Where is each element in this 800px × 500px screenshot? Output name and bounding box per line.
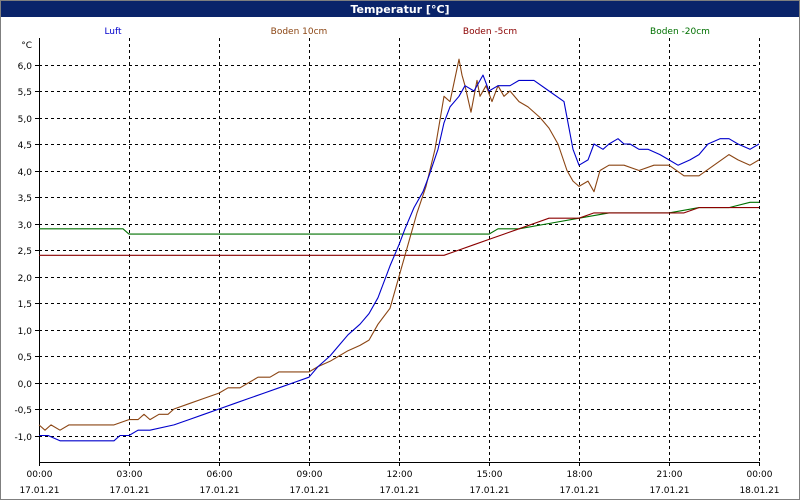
legend-entry-luft: Luft bbox=[104, 27, 122, 37]
legend-entry-boden-10cm: Boden 10cm bbox=[271, 27, 328, 37]
x-tick-time-label: 21:00 bbox=[657, 470, 683, 480]
x-tick-time-label: 09:00 bbox=[297, 470, 323, 480]
chart-title-bar: Temperatur [°C] bbox=[1, 1, 799, 17]
y-tick-label: -0,5 bbox=[14, 406, 32, 416]
x-tick-date-label: 18.01.21 bbox=[739, 486, 779, 496]
y-tick-label: 5,5 bbox=[18, 88, 32, 98]
y-tick-label: 4,0 bbox=[18, 168, 33, 178]
y-tick-label: 5,0 bbox=[18, 115, 33, 125]
x-tick-date-label: 17.01.21 bbox=[199, 486, 239, 496]
x-tick-date-label: 17.01.21 bbox=[379, 486, 419, 496]
legend: Luft Boden 10cm Boden -5cm Boden -20cm bbox=[104, 27, 710, 37]
axes: -1,0 -0,5 0,0 0,5 1,0 1,5 2,0 2,5 3,0 3,5 4,0 4,5 5,… bbox=[14, 38, 780, 496]
y-tick-label: 0,5 bbox=[18, 353, 32, 363]
x-tick-time-label: 12:00 bbox=[387, 470, 413, 480]
x-tick-date-label: 17.01.21 bbox=[19, 486, 59, 496]
x-tick-date-label: 17.01.21 bbox=[559, 486, 599, 496]
x-tick-date-label: 17.01.21 bbox=[469, 486, 509, 496]
x-tick-time-label: 00:00 bbox=[747, 470, 773, 480]
series-line-boden-5cm bbox=[39, 207, 759, 256]
x-tick-date-label: 17.01.21 bbox=[289, 486, 329, 496]
series-line-boden-10cm bbox=[38, 58, 760, 431]
y-tick-label: 3,0 bbox=[18, 221, 33, 231]
x-tick-time-label: 15:00 bbox=[477, 470, 503, 480]
grid-lines bbox=[39, 38, 760, 462]
series-line-luft bbox=[39, 74, 760, 442]
x-tick-date-label: 17.01.21 bbox=[109, 486, 149, 496]
y-tick-label: 4,5 bbox=[18, 141, 32, 151]
y-tick-label: 2,5 bbox=[18, 247, 32, 257]
x-tick-time-label: 18:00 bbox=[567, 470, 593, 480]
x-tick-time-label: 03:00 bbox=[117, 470, 143, 480]
x-tick-date-label: 17.01.21 bbox=[649, 486, 689, 496]
y-tick-label: 1,0 bbox=[18, 327, 33, 337]
legend-entry-boden-5cm: Boden -5cm bbox=[463, 27, 517, 37]
chart-title: Temperatur [°C] bbox=[350, 2, 450, 16]
series-lines bbox=[38, 58, 760, 442]
x-tick-time-label: 06:00 bbox=[207, 470, 233, 480]
y-tick-label: 6,0 bbox=[18, 62, 33, 72]
y-tick-label: 0,0 bbox=[18, 380, 33, 390]
y-tick-label: 3,5 bbox=[18, 194, 32, 204]
x-tick-time-label: 00:00 bbox=[27, 470, 53, 480]
y-tick-label: 1,5 bbox=[18, 300, 32, 310]
y-tick-label: 2,0 bbox=[18, 274, 33, 284]
y-axis-unit-label: °C bbox=[21, 41, 32, 51]
legend-entry-boden-20cm: Boden -20cm bbox=[650, 27, 710, 37]
y-tick-label: -1,0 bbox=[14, 433, 32, 443]
